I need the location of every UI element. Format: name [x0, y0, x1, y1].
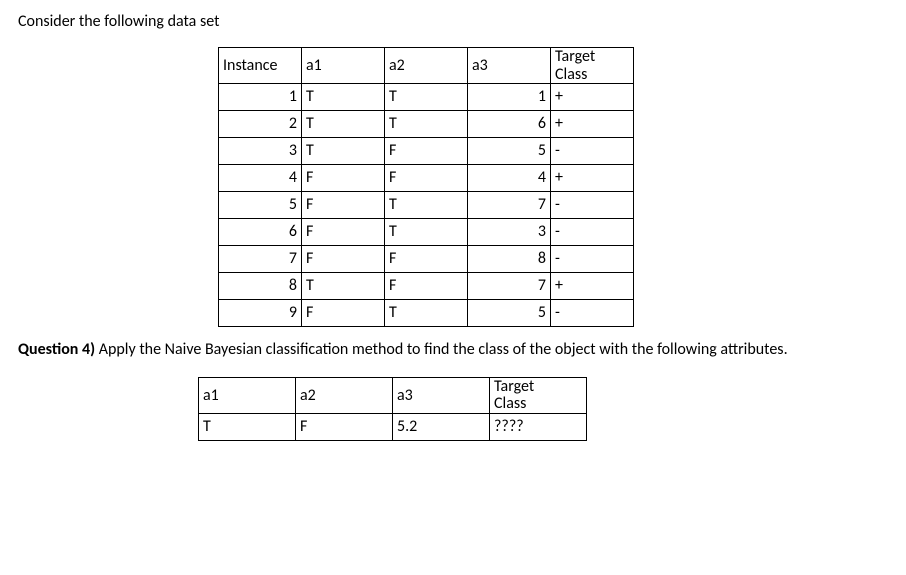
question-body: Apply the Naive Bayesian classification … — [99, 340, 788, 359]
table-row: 4 F F 4 + — [219, 165, 634, 192]
cell: F — [302, 246, 385, 273]
table-row: 9 F T 5 - — [219, 300, 634, 327]
cell: 5 — [468, 300, 551, 327]
cell: T — [385, 219, 468, 246]
target-line2: Class — [494, 394, 526, 413]
cell: F — [302, 192, 385, 219]
col-header-target-class: Target Class — [551, 48, 634, 84]
col-header-a2: a2 — [385, 48, 468, 84]
table-row: 3 T F 5 - — [219, 138, 634, 165]
col-header-a2: a2 — [296, 377, 393, 413]
cell: F — [385, 138, 468, 165]
cell: T — [385, 300, 468, 327]
cell: T — [302, 138, 385, 165]
cell: 9 — [219, 300, 302, 327]
cell: - — [551, 138, 634, 165]
table-row: 5 F T 7 - — [219, 192, 634, 219]
target-line1: Target — [555, 47, 595, 66]
cell: 5 — [219, 192, 302, 219]
cell: ???? — [490, 413, 587, 440]
table-row: 2 T T 6 + — [219, 111, 634, 138]
cell: 3 — [219, 138, 302, 165]
cell: F — [302, 219, 385, 246]
cell: F — [385, 246, 468, 273]
cell: T — [302, 111, 385, 138]
cell: T — [302, 84, 385, 111]
cell: 3 — [468, 219, 551, 246]
cell: T — [385, 192, 468, 219]
cell: F — [302, 165, 385, 192]
cell: 7 — [468, 273, 551, 300]
cell: - — [551, 300, 634, 327]
table-row: 1 T T 1 + — [219, 84, 634, 111]
col-header-a3: a3 — [393, 377, 490, 413]
cell: F — [296, 413, 393, 440]
col-header-a1: a1 — [199, 377, 296, 413]
cell: T — [302, 273, 385, 300]
cell: T — [385, 84, 468, 111]
cell: + — [551, 165, 634, 192]
cell: 1 — [219, 84, 302, 111]
cell: 6 — [468, 111, 551, 138]
table-row: 7 F F 8 - — [219, 246, 634, 273]
intro-text: Consider the following data set — [18, 12, 888, 31]
table-row: T F 5.2 ???? — [199, 413, 587, 440]
cell: T — [385, 111, 468, 138]
cell: 7 — [468, 192, 551, 219]
cell: + — [551, 84, 634, 111]
cell: F — [302, 300, 385, 327]
cell: 1 — [468, 84, 551, 111]
table-header-row: Instance a1 a2 a3 Target Class — [219, 48, 634, 84]
col-header-a3: a3 — [468, 48, 551, 84]
cell: 4 — [219, 165, 302, 192]
cell: 2 — [219, 111, 302, 138]
cell: 8 — [468, 246, 551, 273]
cell: - — [551, 192, 634, 219]
cell: 7 — [219, 246, 302, 273]
cell: - — [551, 246, 634, 273]
question-text: Question 4) Apply the Naive Bayesian cla… — [18, 339, 888, 361]
dataset-table: Instance a1 a2 a3 Target Class 1 T T 1 +… — [218, 47, 634, 327]
col-header-target-class: Target Class — [490, 377, 587, 413]
cell: F — [385, 165, 468, 192]
cell: F — [385, 273, 468, 300]
cell: 5.2 — [393, 413, 490, 440]
table-row: 6 F T 3 - — [219, 219, 634, 246]
cell: 8 — [219, 273, 302, 300]
table-header-row: a1 a2 a3 Target Class — [199, 377, 587, 413]
target-line1: Target — [494, 377, 534, 396]
cell: - — [551, 219, 634, 246]
query-table: a1 a2 a3 Target Class T F 5.2 ???? — [198, 377, 587, 441]
col-header-a1: a1 — [302, 48, 385, 84]
cell: + — [551, 273, 634, 300]
cell: T — [199, 413, 296, 440]
table-row: 8 T F 7 + — [219, 273, 634, 300]
col-header-instance: Instance — [219, 48, 302, 84]
cell: 4 — [468, 165, 551, 192]
cell: + — [551, 111, 634, 138]
question-label: Question 4) — [18, 340, 95, 359]
cell: 5 — [468, 138, 551, 165]
target-line2: Class — [555, 65, 587, 84]
cell: 6 — [219, 219, 302, 246]
